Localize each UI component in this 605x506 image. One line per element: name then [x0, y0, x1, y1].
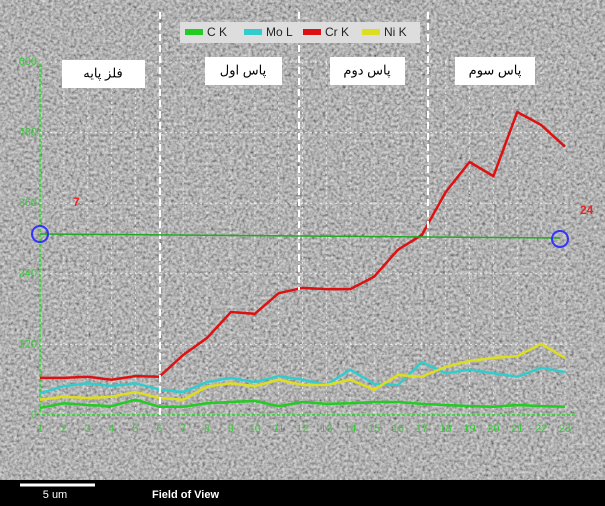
y-tick-label: 480	[19, 127, 37, 139]
x-tick-label: 15	[368, 423, 380, 435]
legend-swatch	[303, 29, 321, 35]
x-tick-label: 7	[180, 423, 186, 435]
x-tick-label: 13	[320, 423, 332, 435]
x-tick-label: 17	[416, 423, 428, 435]
footer-label: Field of View	[152, 489, 219, 501]
section-label: پاس دوم	[343, 62, 391, 78]
chart: 0120240360480600123456789101112131415161…	[0, 0, 605, 506]
y-tick-label: 120	[19, 338, 37, 350]
x-tick-label: 4	[109, 423, 115, 435]
x-tick-label: 3	[85, 423, 91, 435]
legend-label: Ni K	[384, 25, 407, 39]
x-tick-label: 19	[463, 423, 475, 435]
legend-swatch	[185, 29, 203, 35]
x-tick-label: 10	[249, 423, 261, 435]
x-tick-label: 12	[296, 423, 308, 435]
x-tick-label: 20	[487, 423, 499, 435]
legend-label: C K	[207, 25, 227, 39]
x-tick-label: 2	[61, 423, 67, 435]
section-label: پاس اول	[220, 62, 267, 78]
y-tick-label: 600	[19, 56, 37, 68]
section-label: فلز پایه	[83, 65, 122, 81]
y-tick-label: 360	[19, 197, 37, 209]
x-tick-label: 9	[228, 423, 234, 435]
x-tick-label: 1	[37, 423, 43, 435]
x-tick-label: 18	[440, 423, 452, 435]
x-tick-label: 22	[535, 423, 547, 435]
legend-label: Mo L	[266, 25, 293, 39]
x-tick-label: 14	[344, 423, 356, 435]
y-tick-label: 0	[31, 409, 37, 421]
x-tick-label: 8	[204, 423, 210, 435]
y-tick-label: 240	[19, 268, 37, 280]
marker-label: 7	[73, 195, 80, 209]
scale-bar-label: 5 um	[43, 489, 67, 501]
x-tick-label: 6	[156, 423, 162, 435]
x-tick-label: 5	[132, 423, 138, 435]
legend-swatch	[244, 29, 262, 35]
x-tick-label: 23	[559, 423, 571, 435]
x-tick-label: 16	[392, 423, 404, 435]
legend-label: Cr K	[325, 25, 349, 39]
x-tick-label: 21	[511, 423, 523, 435]
section-label: پاس سوم	[469, 62, 522, 78]
marker-label: 24	[580, 203, 594, 217]
legend-swatch	[362, 29, 380, 35]
x-tick-label: 11	[273, 423, 284, 435]
